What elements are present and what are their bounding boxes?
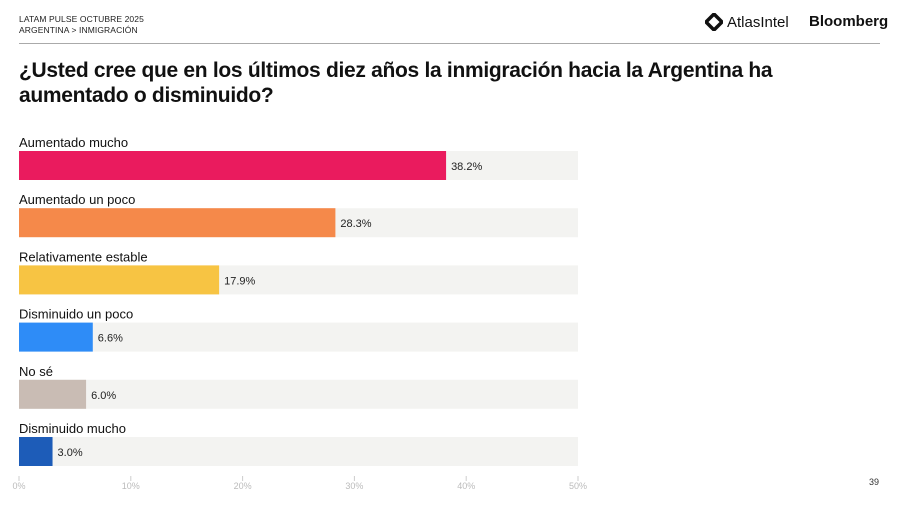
data-label: 38.2% <box>451 161 482 173</box>
x-tick-label: 40% <box>457 481 475 491</box>
bar-track <box>19 379 578 409</box>
bar <box>19 379 87 409</box>
data-label: 6.6% <box>98 333 123 345</box>
category-label: Disminuido un poco <box>19 307 133 322</box>
data-label: 28.3% <box>340 218 371 230</box>
breadcrumb: ARGENTINA > INMIGRACIÓN <box>19 25 138 35</box>
atlasintel-logo-text: AtlasIntel <box>727 13 789 31</box>
x-tick-label: 0% <box>12 481 25 491</box>
category-label: No sé <box>19 364 53 379</box>
data-label: 17.9% <box>224 275 255 287</box>
category-label: Aumentado mucho <box>19 135 128 150</box>
chart-title: ¿Usted cree que en los últimos diez años… <box>19 59 773 107</box>
bar-track <box>19 322 578 352</box>
page-number: 39 <box>869 477 880 487</box>
x-tick-label: 50% <box>569 481 587 491</box>
atlasintel-logo: AtlasIntel <box>705 13 789 31</box>
header-divider <box>19 43 880 44</box>
category-label: Relativamente estable <box>19 249 148 264</box>
category-label: Aumentado un poco <box>19 192 135 207</box>
bloomberg-logo: Bloomberg <box>809 13 889 30</box>
bar <box>19 151 447 180</box>
x-tick-label: 20% <box>234 481 252 491</box>
category-label: Disminuido mucho <box>19 421 126 436</box>
atlasintel-diamond-icon <box>705 13 723 31</box>
data-label: 3.0% <box>58 447 83 459</box>
bar-track <box>19 437 578 466</box>
bar <box>19 265 220 295</box>
survey-name: LATAM PULSE OCTUBRE 2025 <box>19 14 144 24</box>
bar <box>19 208 336 238</box>
x-tick-label: 30% <box>345 481 363 491</box>
bar <box>19 437 53 466</box>
data-label: 6.0% <box>91 390 116 402</box>
x-tick-label: 10% <box>122 481 140 491</box>
bar <box>19 322 93 352</box>
